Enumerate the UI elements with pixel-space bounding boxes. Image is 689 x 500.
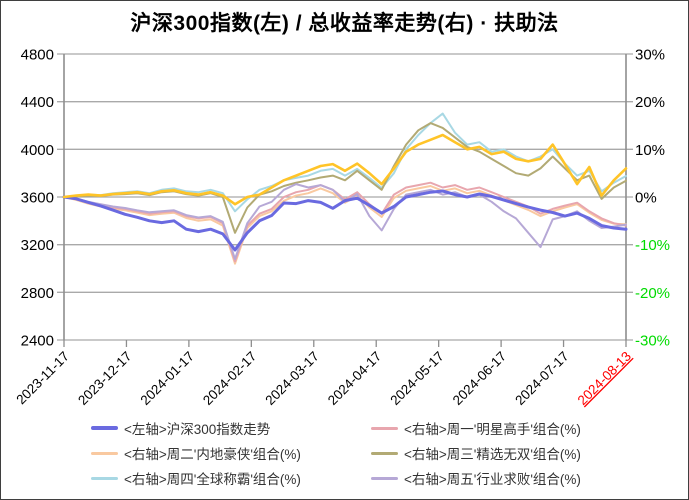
friday-line-swatch (371, 476, 398, 480)
svg-text:2024-03-17: 2024-03-17 (262, 349, 321, 408)
y-axis-left-labels: 4800 4400 4000 3600 3200 2800 2400 (21, 47, 54, 350)
tuesday-line-swatch (91, 451, 118, 455)
legend: <左轴>沪深300指数走势 <右轴>周一'明星高手'组合(%) <右轴>周二'内… (1, 418, 688, 498)
monday-line-swatch (371, 426, 398, 430)
svg-text:4800: 4800 (21, 47, 54, 64)
x-axis-labels: 2023-11-17 2023-12-17 2024-01-17 2024-02-17… (13, 349, 634, 408)
legend-label-csi300: <左轴>沪深300指数走势 (124, 422, 271, 437)
svg-text:2024-01-17: 2024-01-17 (138, 349, 197, 408)
wednesday-line-swatch (371, 451, 398, 455)
thursday-line-swatch (91, 476, 118, 480)
svg-text:2024-08-13: 2024-08-13 (575, 349, 634, 408)
svg-text:30%: 30% (635, 47, 665, 64)
svg-text:2024-07-17: 2024-07-17 (512, 349, 571, 408)
series-line (63, 185, 627, 265)
svg-text:-10%: -10% (635, 237, 670, 254)
legend-label-tuesday: <右轴>周二'内地豪侠'组合(%) (124, 447, 301, 462)
gridlines (57, 53, 633, 341)
x-axis-ticks (63, 340, 627, 347)
series-line-unlabeled-gold (62, 133, 628, 206)
svg-text:2024-06-17: 2024-06-17 (450, 349, 509, 408)
legend-label-thursday: <右轴>周四'全球称霸'组合(%) (124, 472, 301, 487)
svg-text:0%: 0% (635, 190, 657, 207)
y-axis-right-labels: 30% 20% 10% 0% -10% -20% -30% (635, 47, 670, 350)
legend-item-friday: <右轴>周五'行业求败'组合(%) (371, 468, 581, 488)
svg-text:2400: 2400 (21, 333, 54, 350)
svg-text:2800: 2800 (21, 285, 54, 302)
csi300-line-swatch (91, 426, 118, 430)
series-line (62, 189, 628, 252)
chart-title: 沪深300指数(左) / 总收益率走势(右) · 扶助法 (130, 12, 559, 35)
legend-item-wednesday: <右轴>周三'精选无双'组合(%) (371, 443, 581, 463)
svg-text:4400: 4400 (21, 94, 54, 111)
legend-item-monday: <右轴>周一'明星高手'组合(%) (371, 418, 581, 438)
legend-label-friday: <右轴>周五'行业求败'组合(%) (404, 472, 581, 487)
svg-text:10%: 10% (635, 142, 665, 159)
svg-text:3200: 3200 (21, 237, 54, 254)
svg-text:4000: 4000 (21, 142, 54, 159)
svg-text:3600: 3600 (21, 190, 54, 207)
legend-label-wednesday: <右轴>周三'精选无双'组合(%) (404, 447, 581, 462)
svg-text:20%: 20% (635, 94, 665, 111)
svg-text:2023-11-17: 2023-11-17 (13, 349, 72, 408)
series-lines (62, 112, 628, 265)
svg-text:2023-12-17: 2023-12-17 (75, 349, 134, 408)
legend-label-monday: <右轴>周一'明星高手'组合(%) (404, 422, 581, 437)
legend-item-csi300: <左轴>沪深300指数走势 (91, 418, 270, 438)
svg-text:2024-02-17: 2024-02-17 (200, 349, 259, 408)
legend-item-tuesday: <右轴>周二'内地豪侠'组合(%) (91, 443, 301, 463)
svg-text:-20%: -20% (635, 285, 670, 302)
svg-text:-30%: -30% (635, 333, 670, 350)
svg-text:2024-04-17: 2024-04-17 (325, 349, 384, 408)
svg-text:2024-05-17: 2024-05-17 (387, 349, 446, 408)
legend-item-thursday: <右轴>周四'全球称霸'组合(%) (91, 468, 301, 488)
